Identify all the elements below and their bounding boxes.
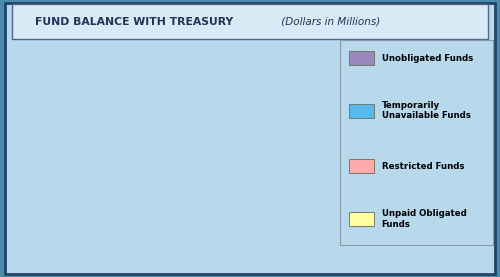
Bar: [62, 96, 94, 97]
Bar: [212, 79, 243, 80]
Bar: [286, 144, 318, 200]
Text: $297.7: $297.7: [146, 155, 162, 183]
Bar: [286, 83, 318, 144]
Bar: [286, 200, 318, 241]
Text: $341.9: $341.9: [294, 99, 310, 127]
Text: FUND BALANCE WITH TREASURY: FUND BALANCE WITH TREASURY: [35, 17, 233, 27]
Bar: [137, 68, 168, 70]
Text: $313.2: $313.2: [294, 161, 310, 189]
Bar: [212, 193, 243, 241]
Bar: [212, 80, 243, 139]
Text: Restricted Funds: Restricted Funds: [382, 162, 464, 171]
Text: Temporarily
Unavailable Funds: Temporarily Unavailable Funds: [382, 101, 470, 120]
Bar: [62, 97, 94, 143]
Text: Unobligated Funds: Unobligated Funds: [382, 54, 473, 63]
Bar: [137, 70, 168, 139]
Text: $302.9: $302.9: [220, 155, 236, 183]
Text: Unpaid Obligated
Funds: Unpaid Obligated Funds: [382, 209, 466, 229]
Text: $269.6: $269.6: [146, 205, 162, 234]
Text: $294.6: $294.6: [71, 158, 87, 187]
Text: $329.2: $329.2: [220, 96, 236, 124]
Text: $385.1: $385.1: [146, 91, 162, 119]
Text: $11.0: $11.0: [158, 42, 173, 65]
Bar: [212, 139, 243, 193]
Text: $248.4: $248.4: [71, 207, 87, 235]
Text: (Dollars in Millions): (Dollars in Millions): [278, 17, 380, 27]
Text: $7.9: $7.9: [84, 74, 96, 93]
Bar: [137, 139, 168, 193]
Bar: [62, 143, 94, 196]
Text: $3.8: $3.8: [308, 60, 320, 79]
Bar: [62, 196, 94, 241]
Bar: [286, 82, 318, 83]
Text: $227.8: $227.8: [294, 209, 310, 237]
Text: $259.3: $259.3: [71, 106, 87, 134]
Bar: [137, 193, 168, 241]
Text: $265.3: $265.3: [220, 206, 236, 234]
Text: $5.7: $5.7: [233, 57, 245, 76]
